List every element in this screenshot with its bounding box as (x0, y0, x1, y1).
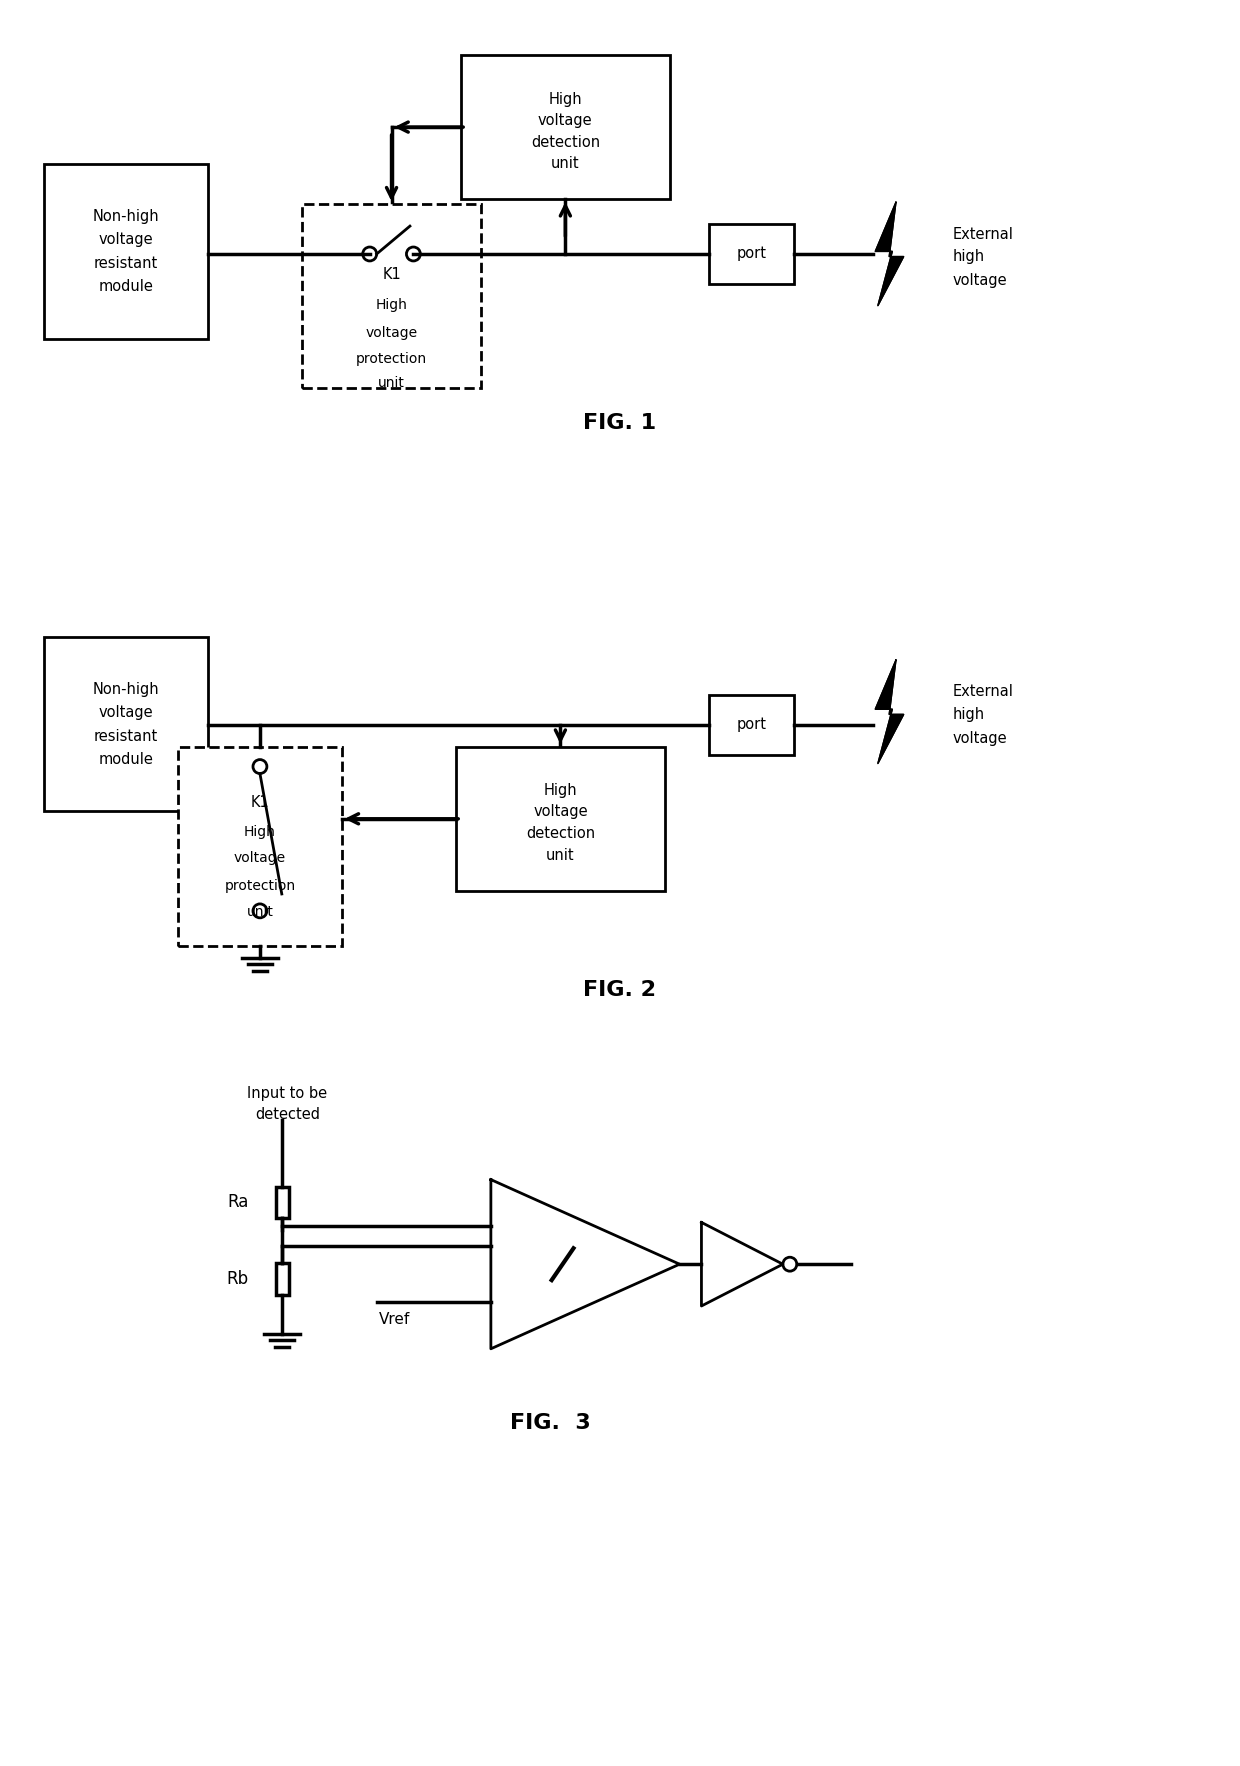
Bar (275, 1263, 289, 1294)
Text: Vref: Vref (378, 1312, 410, 1328)
Text: voltage: voltage (538, 113, 593, 127)
Text: voltage: voltage (234, 851, 286, 865)
Text: module: module (98, 279, 154, 293)
Text: High: High (244, 825, 275, 839)
Text: Non-high: Non-high (93, 682, 159, 698)
Bar (709, 694, 794, 754)
Text: port: port (737, 247, 766, 261)
Text: unit: unit (247, 904, 273, 918)
Text: high: high (952, 708, 985, 722)
Bar (456, 747, 665, 892)
Text: voltage: voltage (533, 804, 588, 819)
Text: FIG. 2: FIG. 2 (584, 980, 656, 1001)
Text: voltage: voltage (366, 327, 418, 341)
Bar (303, 205, 481, 389)
Text: voltage: voltage (952, 274, 1007, 288)
Bar (43, 638, 208, 811)
Text: External: External (952, 226, 1013, 242)
Text: detection: detection (531, 134, 600, 150)
Text: Input to be: Input to be (247, 1086, 327, 1100)
Text: detection: detection (526, 826, 595, 841)
Text: unit: unit (546, 848, 574, 864)
Text: Ra: Ra (227, 1194, 248, 1211)
Bar (709, 224, 794, 284)
Text: resistant: resistant (94, 729, 157, 743)
Text: resistant: resistant (94, 256, 157, 270)
Text: Non-high: Non-high (93, 208, 159, 224)
Bar (179, 747, 342, 947)
Bar (43, 164, 208, 339)
Text: unit: unit (551, 157, 579, 171)
Text: High: High (548, 92, 583, 106)
Text: module: module (98, 752, 154, 766)
Text: FIG. 1: FIG. 1 (584, 413, 656, 433)
Bar (275, 1187, 289, 1219)
Text: voltage: voltage (952, 731, 1007, 747)
Polygon shape (875, 203, 904, 306)
Text: K1: K1 (250, 795, 269, 811)
Polygon shape (875, 660, 904, 763)
Text: Rb: Rb (227, 1270, 249, 1287)
Text: FIG.  3: FIG. 3 (510, 1413, 590, 1434)
Text: high: high (952, 249, 985, 265)
Text: protection: protection (224, 879, 295, 894)
Bar (461, 55, 670, 200)
Text: port: port (737, 717, 766, 733)
Text: K1: K1 (382, 267, 401, 283)
Text: High: High (543, 784, 577, 798)
Text: unit: unit (378, 376, 405, 390)
Text: High: High (376, 298, 408, 313)
Text: voltage: voltage (98, 231, 154, 247)
Text: External: External (952, 685, 1013, 699)
Text: voltage: voltage (98, 705, 154, 721)
Text: protection: protection (356, 351, 427, 366)
Text: detected: detected (254, 1107, 320, 1123)
